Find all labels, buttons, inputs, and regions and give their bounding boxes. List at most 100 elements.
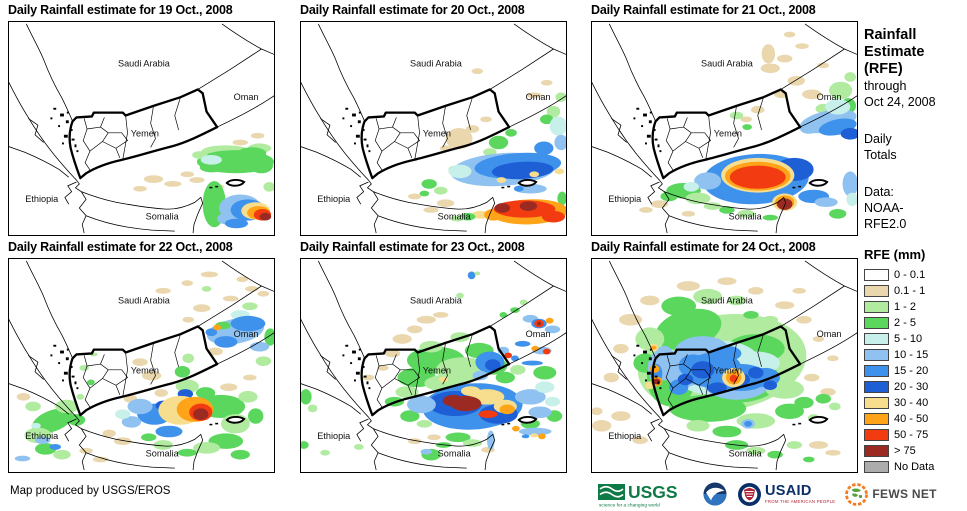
country-label-somalia: Somalia — [146, 449, 180, 459]
yemen-border — [651, 325, 802, 417]
country-label-somalia: Somalia — [729, 449, 763, 459]
map-svg-20-oct: Saudi Arabia Oman Yemen Ethiopia Somalia — [301, 23, 566, 234]
rain-cell — [465, 125, 480, 133]
country-label-ethiopia: Ethiopia — [317, 194, 351, 204]
rain-cell — [742, 124, 752, 130]
legend-label: 10 - 15 — [894, 348, 929, 361]
rain-cell — [243, 374, 257, 381]
rain-cell — [377, 365, 389, 371]
country-label-somalia: Somalia — [438, 449, 472, 459]
noaa-logo-icon — [703, 482, 727, 506]
country-label-saudi-arabia: Saudi Arabia — [410, 58, 463, 68]
rain-cell — [450, 215, 464, 222]
rain-cell — [35, 436, 51, 445]
rain-cell — [224, 218, 248, 229]
rain-cell — [719, 206, 735, 214]
usaid-wordmark: USAID — [765, 483, 812, 500]
rain-cell — [729, 111, 744, 120]
rain-cell — [592, 419, 612, 432]
rain-cell — [712, 345, 742, 362]
sidebar-title-line: (RFE) — [864, 61, 903, 77]
rain-cell — [528, 406, 552, 419]
rain-cell — [795, 43, 809, 49]
panel-title: Daily Rainfall estimate for 19 Oct., 200… — [8, 3, 233, 17]
rain-cell — [200, 155, 222, 165]
rain-cell — [407, 325, 423, 334]
rain-cell — [613, 343, 629, 354]
rain-cell — [174, 365, 191, 378]
rain-cell — [384, 349, 401, 358]
rain-cell — [232, 139, 248, 146]
rain-cell — [717, 277, 737, 286]
map-panel-23-oct: Daily Rainfall estimate for 23 Oct., 200… — [300, 239, 568, 473]
country-label-yemen: Yemen — [714, 366, 742, 376]
rain-cell — [181, 280, 194, 286]
rain-cell — [775, 403, 804, 419]
rain-cell — [726, 295, 747, 306]
legend-label: 50 - 75 — [894, 428, 929, 441]
rain-cell — [471, 68, 484, 75]
country-label-oman: Oman — [234, 92, 259, 102]
rain-cell — [471, 210, 489, 219]
rain-cell — [554, 134, 566, 151]
rain-cell — [540, 79, 553, 86]
legend-item: 20 - 30 — [864, 379, 964, 395]
rain-cell — [474, 271, 481, 276]
rain-cell — [438, 376, 449, 383]
rain-cell — [237, 147, 267, 159]
legend-swatch-green — [864, 317, 889, 329]
rain-cell — [513, 183, 547, 194]
sidebar-title-line: Estimate — [864, 44, 925, 60]
rain-cell — [143, 175, 164, 183]
rain-cell — [486, 430, 495, 450]
rain-cell — [419, 190, 430, 197]
rain-cell — [639, 207, 653, 213]
rain-cell — [407, 193, 422, 200]
legend-swatch-tan — [864, 285, 889, 297]
country-label-ethiopia: Ethiopia — [317, 431, 351, 441]
legend-label: 40 - 50 — [894, 412, 929, 425]
labels-layer: Saudi Arabia Oman Yemen Ethiopia Somalia — [317, 295, 550, 458]
rain-cell — [263, 181, 274, 192]
rain-cell — [736, 413, 776, 429]
rain-cell — [685, 192, 711, 205]
yemen-border — [651, 88, 802, 180]
rain-cell — [354, 444, 364, 450]
rain-cell — [812, 336, 825, 342]
rain-cell — [519, 201, 538, 211]
rain-cell — [499, 312, 508, 318]
legend-item: 30 - 40 — [864, 395, 964, 411]
rain-cell — [539, 114, 554, 125]
rain-cell — [127, 398, 153, 415]
rain-cell — [777, 54, 793, 63]
rain-cell — [164, 181, 182, 187]
rain-cell — [230, 449, 250, 460]
legend-label: 15 - 20 — [894, 364, 929, 377]
rain-cell — [49, 444, 62, 450]
legend-title: RFE (mm) — [864, 247, 926, 262]
legend: RFE (mm) 0 - 0.1 0.1 - 1 1 - 2 2 - 5 5 - 10 1… — [864, 247, 964, 475]
rain-cell — [518, 427, 552, 436]
rain-cell — [603, 372, 619, 383]
rain-cell — [392, 334, 412, 344]
rain-cell — [141, 433, 157, 442]
rain-cell — [87, 379, 95, 386]
rain-cell — [448, 164, 472, 179]
rain-cell — [786, 441, 803, 449]
rain-cell — [814, 197, 838, 208]
data-source-label: Data: — [864, 185, 894, 199]
credit-text: Map produced by USGS/EROS — [10, 485, 171, 497]
borders-layer — [9, 23, 274, 234]
rain-cell — [748, 366, 764, 379]
panel-title: Daily Rainfall estimate for 22 Oct., 200… — [8, 240, 233, 254]
country-label-saudi-arabia: Saudi Arabia — [118, 295, 171, 305]
legend-swatch-cyan — [864, 333, 889, 345]
rain-cell — [301, 441, 309, 449]
country-label-oman: Oman — [234, 329, 259, 339]
legend-item: 0 - 0.1 — [864, 267, 964, 283]
rain-cell — [177, 448, 197, 457]
legend-swatch-orange — [864, 413, 889, 425]
rain-cell — [485, 359, 501, 371]
rain-cell — [207, 347, 223, 356]
rain-cell — [442, 394, 464, 407]
